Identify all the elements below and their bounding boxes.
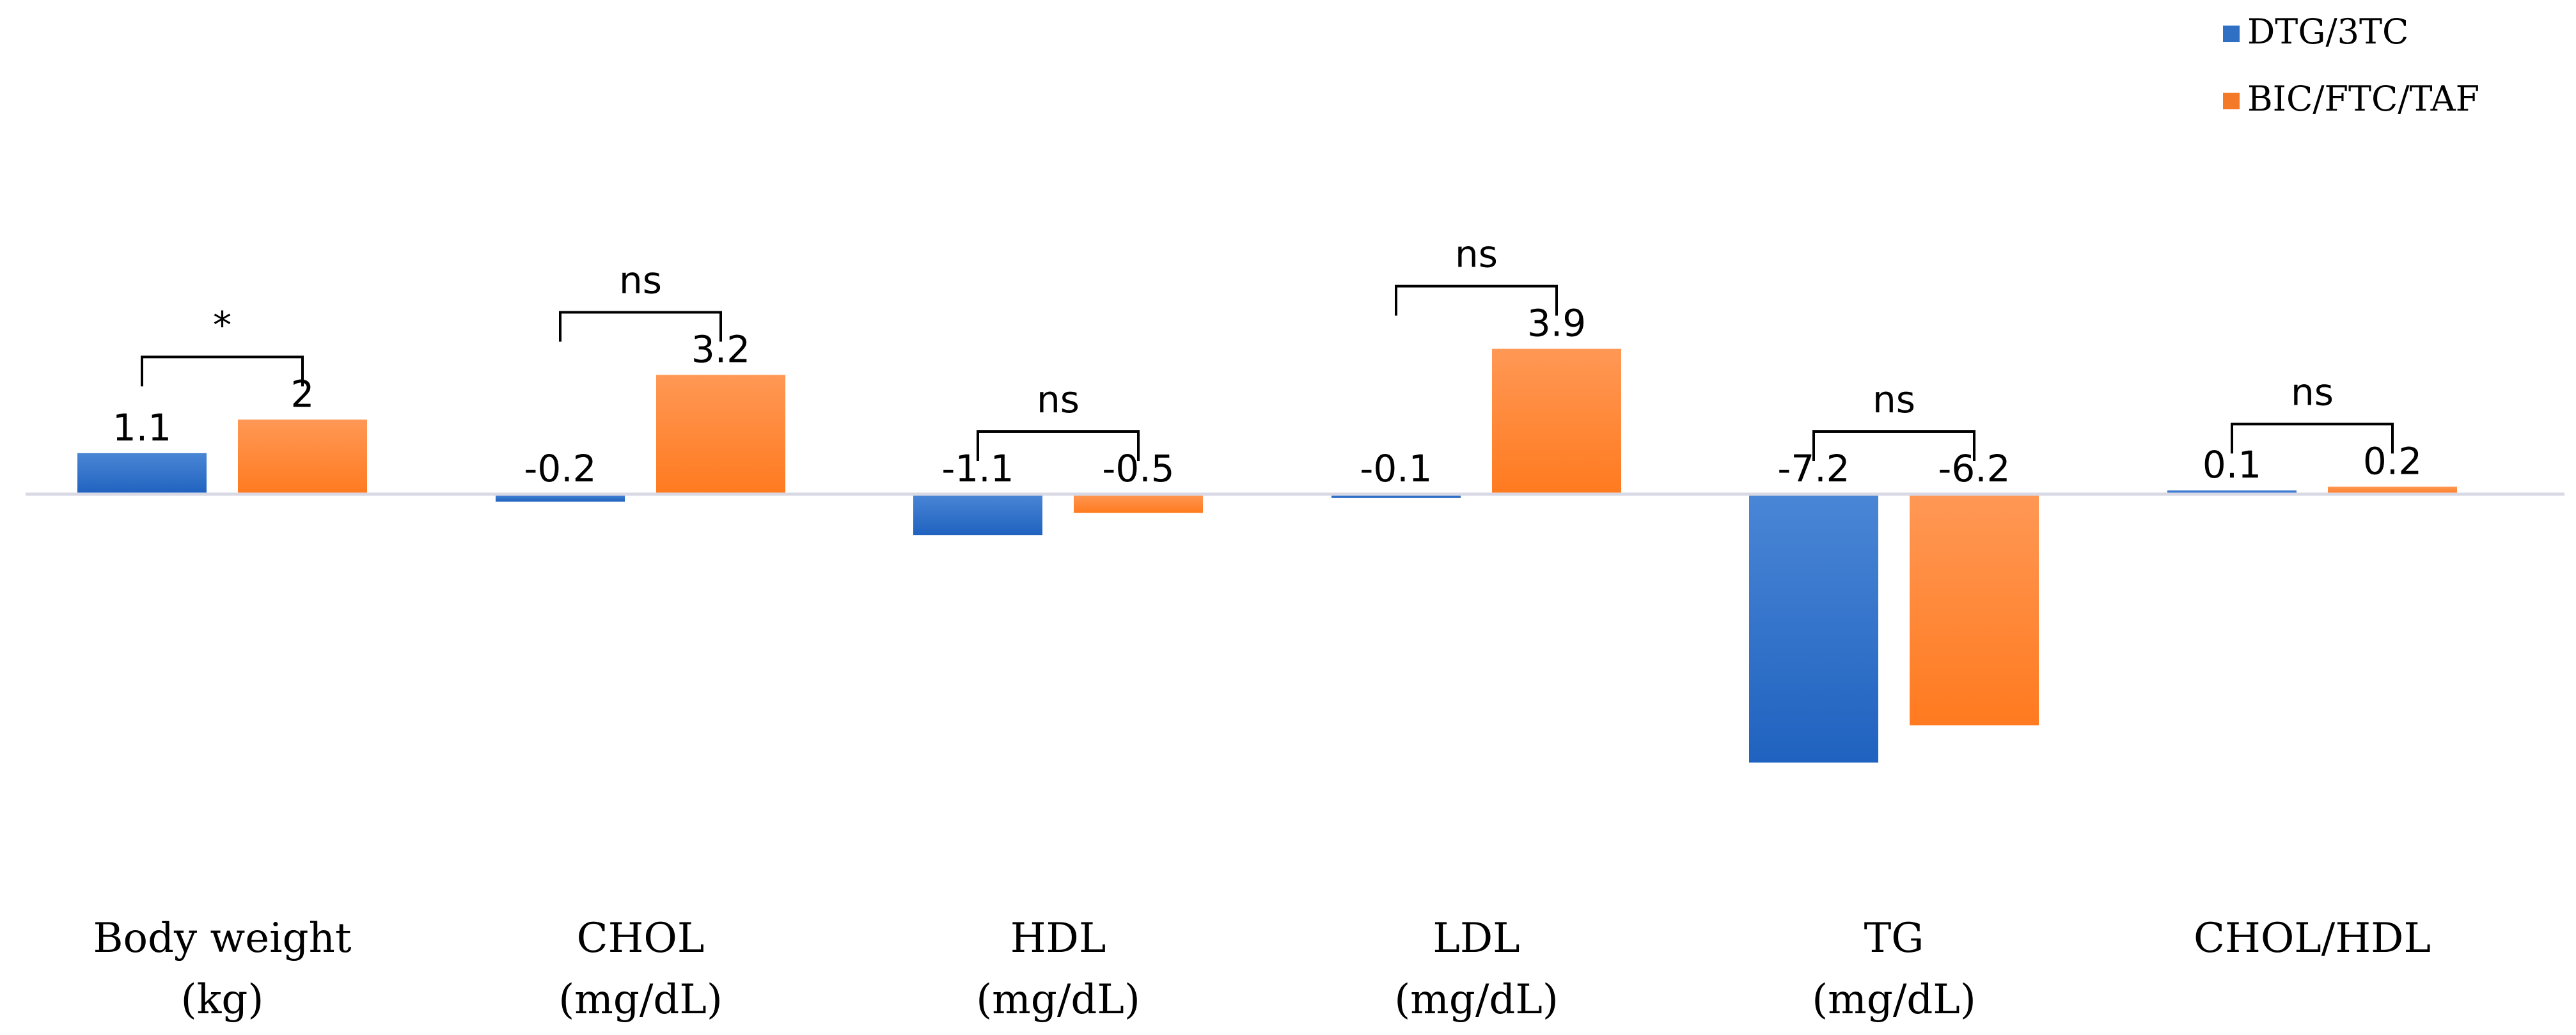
legend: DTG/3TC BIC/FTC/TAF <box>2223 12 2479 119</box>
significance-label-2: ns <box>619 258 662 302</box>
category-label-5-line-2: (mg/dL) <box>1812 976 1976 1023</box>
bar-dtg-3tc-1 <box>77 453 207 494</box>
value-labels-group: 1.12-0.23.2-1.1 -0.5 -0.13.9-7.2 -6.2 0.1 0.2 <box>113 302 2422 490</box>
legend-swatch-2 <box>2223 93 2240 109</box>
category-label-4-line-1: LDL <box>1433 915 1520 962</box>
bar-bic-ftc-taf-5 <box>1910 494 2039 726</box>
bar-bic-ftc-taf-6 <box>2328 486 2457 494</box>
bar-dtg-3tc-4 <box>1331 494 1461 498</box>
significance-label-3: ns <box>1037 378 1080 421</box>
category-label-2-line-1: CHOL <box>577 915 705 962</box>
bar-bic-ftc-taf-3 <box>1074 494 1203 513</box>
category-label-1-line-1: Body weight <box>93 915 351 962</box>
significance-bracket-1 <box>141 355 304 387</box>
bar-dtg-3tc-3 <box>913 494 1042 536</box>
category-label-4-line-2: (mg/dL) <box>1394 976 1559 1023</box>
bar-dtg-3tc-2 <box>496 494 625 502</box>
bar-bic-ftc-taf-4 <box>1492 348 1621 494</box>
significance-label-1: * <box>213 303 232 346</box>
significance-bracket-3 <box>977 430 1140 461</box>
value-label-1-1: 1.1 <box>113 406 171 449</box>
bar-dtg-3tc-5 <box>1749 494 1878 763</box>
bar-dtg-3tc-6 <box>2167 490 2297 494</box>
significance-bracket-6 <box>2231 423 2394 454</box>
bars-group <box>77 348 2457 763</box>
significance-label-5: ns <box>1873 378 1915 421</box>
significance-bracket-2 <box>559 311 722 342</box>
significance-bracket-5 <box>1812 430 1975 461</box>
category-label-2-line-2: (mg/dL) <box>558 976 723 1023</box>
value-label-1-4: -0.1 <box>1360 447 1432 490</box>
value-label-1-2: -0.2 <box>524 447 596 490</box>
legend-swatch-1 <box>2223 26 2240 42</box>
category-label-1-line-2: (kg) <box>181 976 264 1023</box>
category-label-3-line-2: (mg/dL) <box>976 976 1140 1023</box>
significance-brackets-group: * ns ns ns ns ns <box>141 233 2394 461</box>
significance-bracket-4 <box>1395 284 1558 316</box>
bar-bic-ftc-taf-1 <box>238 419 367 494</box>
legend-label-1: DTG/3TC <box>2247 12 2408 52</box>
category-label-3-line-1: HDL <box>1010 915 1106 962</box>
category-label-6-line-1: CHOL/HDL <box>2194 915 2431 962</box>
significance-label-4: ns <box>1455 233 1498 276</box>
bar-bic-ftc-taf-2 <box>656 375 785 494</box>
legend-label-2: BIC/FTC/TAF <box>2247 79 2479 119</box>
category-label-5-line-1: TG <box>1864 915 1924 962</box>
significance-label-6: ns <box>2291 370 2334 414</box>
category-labels-group: Body weight (kg) CHOL (mg/dL) HDL (mg/dL) LDL (… <box>93 915 2431 1023</box>
